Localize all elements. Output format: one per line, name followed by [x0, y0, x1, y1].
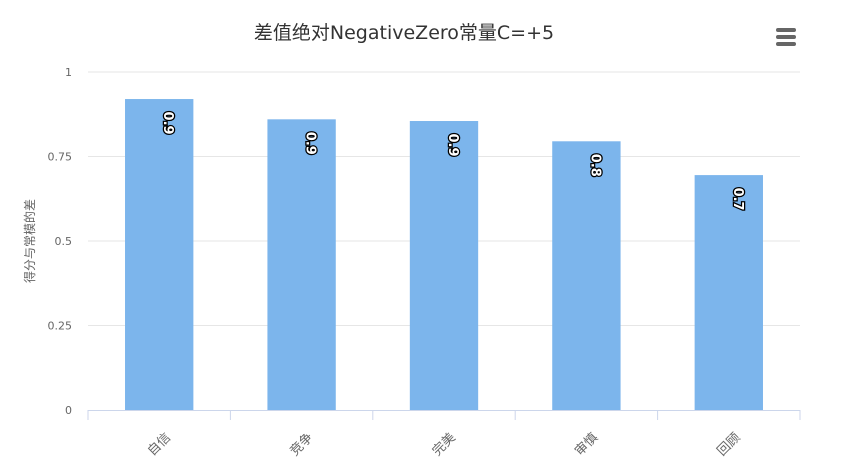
y-axis-label: 得分与常模的差 — [22, 199, 37, 283]
bar[interactable] — [694, 175, 763, 410]
data-label: 0.7 — [730, 188, 745, 211]
bar[interactable] — [125, 99, 194, 410]
bar[interactable] — [267, 119, 336, 410]
x-axis-ticks: 自信 竞争 完美 审慎 回顾 — [145, 430, 744, 458]
x-tick-label: 竞争 — [287, 430, 317, 458]
chart-title: 差值绝对NegativeZero常量C=+5 — [253, 22, 555, 44]
x-tick-label: 完美 — [430, 430, 459, 458]
y-tick-label: 0 — [65, 404, 72, 417]
bar[interactable] — [552, 141, 621, 411]
data-label: 0.9 — [445, 133, 460, 156]
data-label: 0.9 — [160, 112, 175, 135]
y-tick-label: 0.25 — [48, 320, 73, 333]
bar[interactable] — [409, 121, 479, 410]
data-label: 0.8 — [587, 154, 602, 177]
y-axis-ticks: 0 0.25 0.5 0.75 1 — [48, 66, 73, 417]
x-tick-label: 审慎 — [572, 430, 601, 458]
y-tick-label: 1 — [65, 66, 72, 79]
y-tick-label: 0.5 — [55, 235, 73, 248]
x-axis — [87, 410, 801, 420]
bars — [125, 99, 763, 411]
x-tick-label: 回顾 — [715, 430, 744, 458]
data-label: 0.9 — [303, 132, 318, 155]
hamburger-menu-icon[interactable] — [776, 28, 796, 46]
data-labels: 0.9 0.9 0.9 0.8 0.7 — [159, 110, 746, 212]
y-tick-label: 0.75 — [48, 151, 73, 164]
x-tick-label: 自信 — [145, 430, 174, 458]
